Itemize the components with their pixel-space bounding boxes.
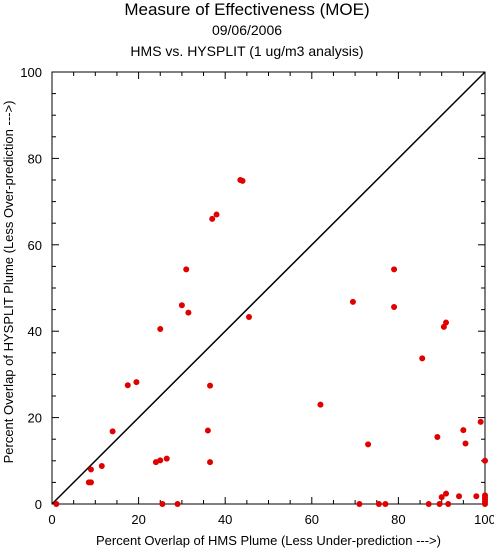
x-tick-label: 20 (131, 512, 145, 527)
data-point (460, 427, 467, 434)
data-point (87, 466, 94, 473)
data-point (419, 355, 426, 362)
y-axis-label: Percent Overlap of HYSPLIT Plume (Less O… (1, 101, 16, 464)
data-point (98, 462, 105, 469)
data-point (53, 501, 60, 507)
y-tick-label: 20 (28, 411, 42, 426)
data-point (375, 501, 382, 507)
data-point (246, 313, 253, 320)
data-point (438, 494, 445, 501)
chart-subtitle: HMS vs. HYSPLIT (1 ug/m3 analysis) (130, 43, 364, 59)
data-point (473, 493, 480, 500)
data-point (482, 492, 488, 499)
data-point (207, 459, 214, 466)
data-point (183, 266, 190, 273)
y-tick-label: 40 (28, 324, 42, 339)
chart-date: 09/06/2006 (211, 22, 283, 38)
x-tick-label: 40 (218, 512, 232, 527)
data-point (213, 211, 220, 218)
x-tick-label: 100 (474, 512, 494, 527)
data-point (204, 427, 211, 434)
data-point (133, 379, 140, 386)
data-point (445, 501, 452, 507)
data-point (109, 428, 116, 435)
data-point (482, 457, 488, 464)
data-point (178, 302, 185, 309)
data-point (456, 493, 463, 500)
data-point (391, 266, 398, 273)
data-point (209, 215, 216, 222)
x-tick-label: 80 (391, 512, 405, 527)
data-point (185, 309, 192, 316)
y-tick-label: 80 (28, 151, 42, 166)
data-point (87, 479, 94, 486)
chart-title: Measure of Effectiveness (MOE) (124, 0, 370, 19)
y-tick-label: 0 (35, 497, 42, 512)
data-point (382, 501, 389, 507)
data-point (436, 501, 443, 507)
data-point (159, 501, 166, 507)
data-points (53, 177, 488, 507)
data-point (317, 401, 324, 408)
data-point (443, 319, 450, 326)
data-point (443, 490, 450, 497)
one-to-one-reference-line (51, 71, 486, 505)
data-point (124, 382, 131, 389)
y-tick-label: 60 (28, 238, 42, 253)
data-point (425, 501, 432, 507)
data-point (462, 440, 469, 447)
x-tick-label: 0 (48, 512, 55, 527)
data-point (356, 501, 363, 507)
data-point (391, 304, 398, 311)
data-point (157, 457, 164, 464)
y-tick-label: 100 (20, 65, 42, 80)
axis-ticks: 0 20 40 60 80 100 0 20 40 60 80 100 (20, 65, 494, 527)
data-point (239, 177, 246, 184)
data-point (163, 455, 170, 462)
x-axis-label: Percent Overlap of HMS Plume (Less Under… (96, 533, 441, 548)
data-point (477, 418, 484, 425)
x-tick-label: 60 (305, 512, 319, 527)
data-point (434, 434, 441, 441)
data-point (174, 501, 181, 507)
data-point (207, 382, 214, 389)
data-point (365, 441, 372, 448)
data-point (349, 298, 356, 305)
data-point (157, 326, 164, 333)
